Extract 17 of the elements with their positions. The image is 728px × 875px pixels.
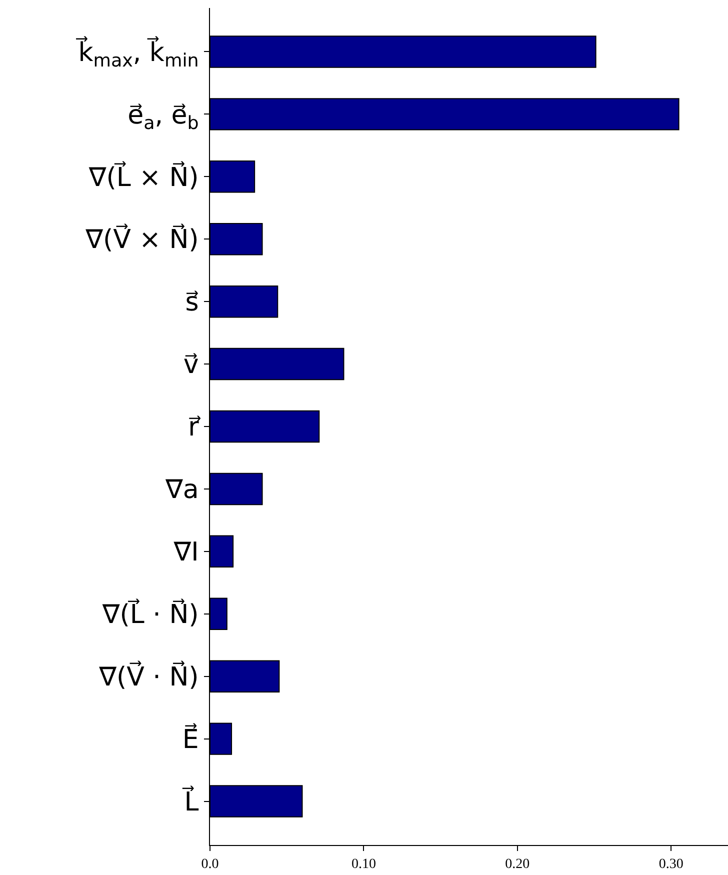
y-tick-label: v⃗ [183,350,199,380]
y-tick-label: ∇(L⃗ × N⃗) [88,161,199,193]
y-tick-label: ∇(L⃗ · N⃗) [101,598,199,630]
y-tick-label: r⃗ [188,412,202,443]
x-tick-label: 0.10 [351,856,376,872]
y-tick-label: ∇(V⃗ × N⃗) [84,223,199,256]
x-tick-label: 0.30 [658,856,684,872]
y-tick-label: E⃗ [182,723,199,755]
y-tick-label: k⃗$_{max}$, k⃗$_{min}$ [75,36,199,72]
y-tick-label: L⃗ [182,786,200,818]
y-tick-label: ∇(V⃗ · N⃗) [98,660,199,692]
x-tick-label: 0.0 [201,856,219,872]
y-tick-label: ∇I [172,538,199,568]
y-tick-label: ∇a [164,475,199,506]
y-tick-label: s⃗ [185,288,199,318]
y-tick-label: e⃗$_{a}$, e⃗$_{b}$ [128,100,199,134]
x-tick-label: 0.20 [505,856,530,872]
